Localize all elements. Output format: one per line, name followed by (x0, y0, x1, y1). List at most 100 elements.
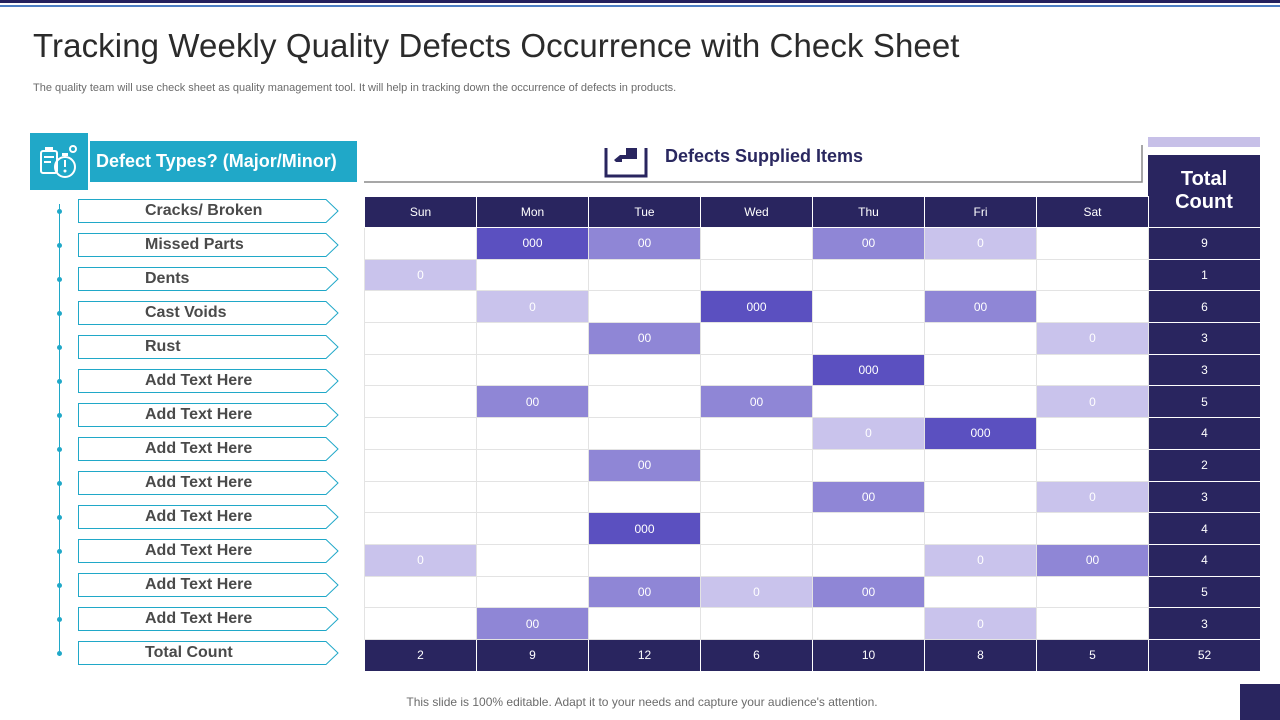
tally-cell: 00 (588, 575, 701, 609)
row-total-cell: 2 (1148, 448, 1261, 482)
tally-cell: 00 (700, 385, 813, 419)
tally-cell (1036, 448, 1149, 482)
tally-cell (588, 543, 701, 577)
tally-cell (364, 417, 477, 450)
slide-title: Tracking Weekly Quality Defects Occurren… (33, 27, 960, 64)
defects-supplied-items-title: Defects Supplied Items (665, 146, 864, 166)
defect-type-text: Add Text Here (145, 610, 253, 627)
defect-type-text: Add Text Here (145, 440, 253, 457)
day-total-cell: 12 (588, 638, 701, 672)
tally-cell: 0 (364, 258, 477, 292)
tally-cell (588, 385, 701, 419)
tally-cell: 00 (812, 575, 925, 609)
tally-cell (1036, 607, 1149, 640)
bullet-dot (57, 583, 62, 588)
tally-cell (700, 227, 813, 260)
tally-cell (364, 290, 477, 324)
tally-cell (588, 290, 701, 324)
tally-cell (364, 227, 477, 260)
bullet-dot (57, 243, 62, 248)
defect-type-label: Cracks/ Broken (78, 199, 339, 223)
defect-type-text: Cracks/ Broken (145, 202, 263, 219)
tally-cell: 000 (476, 227, 589, 260)
defect-type-text: Add Text Here (145, 474, 253, 491)
defect-type-label: Add Text Here (78, 471, 339, 495)
tally-cell (700, 353, 813, 387)
tally-cell (476, 448, 589, 482)
defect-type-label: Add Text Here (78, 573, 339, 597)
top-rule-accent (0, 5, 1280, 7)
day-total-cell: 9 (476, 638, 589, 672)
tally-cell (364, 385, 477, 419)
tally-cell (588, 353, 701, 387)
tally-cell: 00 (476, 607, 589, 640)
tally-cell: 00 (588, 448, 701, 482)
tally-cell: 0 (700, 575, 813, 609)
defect-type-text: Cast Voids (145, 304, 227, 321)
tally-cell (924, 385, 1037, 419)
defect-type-text: Add Text Here (145, 508, 253, 525)
defect-type-text: Add Text Here (145, 576, 253, 593)
tally-cell (812, 258, 925, 292)
tally-cell: 00 (476, 385, 589, 419)
tally-cell (364, 512, 477, 545)
tally-cell: 000 (812, 353, 925, 387)
defect-type-label: Dents (78, 267, 339, 291)
tally-cell (1036, 512, 1149, 545)
defect-type-label: Missed Parts (78, 233, 339, 257)
tally-cell (476, 543, 589, 577)
tally-cell (476, 353, 589, 387)
tally-cell: 00 (924, 290, 1037, 324)
row-total-cell: 4 (1148, 417, 1261, 450)
tally-cell (812, 543, 925, 577)
tally-cell (700, 258, 813, 292)
bullet-dot (57, 617, 62, 622)
stopwatch-checklist-icon (30, 133, 88, 190)
row-total-cell: 3 (1148, 480, 1261, 514)
tally-cell (588, 417, 701, 450)
tally-cell (812, 607, 925, 640)
table-row: 0 000 00 6 (364, 290, 1261, 324)
row-total-cell: 4 (1148, 512, 1261, 545)
bullet-dot (57, 447, 62, 452)
day-total-cell: 8 (924, 638, 1037, 672)
tally-cell (1036, 353, 1149, 387)
defect-type-label: Cast Voids (78, 301, 339, 325)
tally-cell (1036, 290, 1149, 324)
row-total-cell: 1 (1148, 258, 1261, 292)
tally-cell (364, 322, 477, 355)
defect-type-label: Add Text Here (78, 403, 339, 427)
defect-type-text: Add Text Here (145, 542, 253, 559)
day-header-sun: Sun (364, 196, 477, 228)
tally-cell: 0 (1036, 322, 1149, 355)
tally-cell (700, 448, 813, 482)
tally-cell (1036, 258, 1149, 292)
row-total-cell: 3 (1148, 353, 1261, 387)
row-total-cell: 3 (1148, 322, 1261, 355)
tally-cell (700, 512, 813, 545)
tally-cell (364, 480, 477, 514)
tally-cell (1036, 417, 1149, 450)
defect-type-text: Total Count (145, 644, 233, 661)
defect-type-label: Total Count (78, 641, 339, 665)
defect-type-label: Add Text Here (78, 505, 339, 529)
row-total-cell: 4 (1148, 543, 1261, 577)
total-count-header-line1: Total (1180, 168, 1228, 190)
tally-cell: 0 (924, 227, 1037, 260)
tally-cell: 0 (812, 417, 925, 450)
defect-type-label: Add Text Here (78, 607, 339, 631)
day-header-row: Sun Mon Tue Wed Thu Fri Sat (364, 196, 1261, 228)
day-header-sat: Sat (1036, 196, 1149, 228)
tally-cell (364, 353, 477, 387)
tally-cell (924, 258, 1037, 292)
tally-cell (700, 607, 813, 640)
grand-total-cell: 52 (1148, 638, 1261, 672)
day-header-fri: Fri (924, 196, 1037, 228)
tally-cell: 0 (924, 543, 1037, 577)
defect-type-text: Add Text Here (145, 372, 253, 389)
